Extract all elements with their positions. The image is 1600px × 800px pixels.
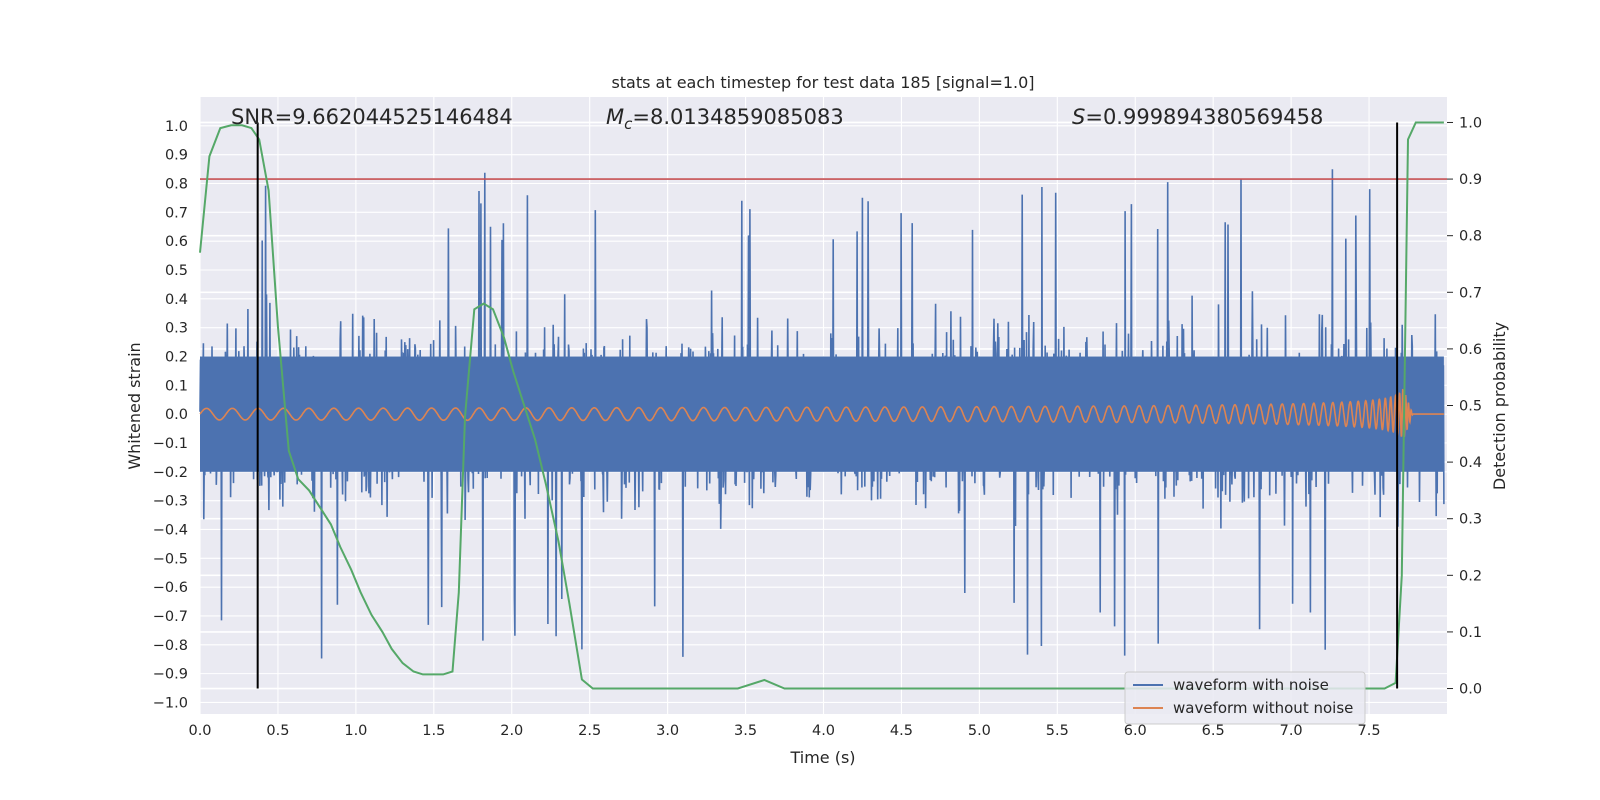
x-tick-label: 4.0 (812, 723, 835, 739)
x-tick-label: 4.5 (890, 723, 913, 739)
y2-tick-label: 0.1 (1459, 625, 1482, 641)
x-tick-label: 0.0 (188, 723, 211, 739)
y-tick-label: −1.0 (153, 695, 188, 711)
y2-tick-label: 0.6 (1459, 342, 1482, 358)
chart-title: stats at each timestep for test data 185… (611, 73, 1034, 92)
x-tick-label: 7.0 (1280, 723, 1303, 739)
snr-annotation: SNR=9.662044525146484 (231, 105, 513, 129)
y-tick-label: 0.0 (165, 407, 188, 423)
y-tick-label: 1.0 (165, 119, 188, 135)
x-tick-label: 7.5 (1358, 723, 1381, 739)
y-tick-label: −0.3 (153, 494, 188, 510)
y-tick-label: −0.2 (153, 465, 188, 481)
y-tick-label: 0.8 (165, 176, 188, 192)
chirp-mass-value: =8.0134859085083 (632, 105, 843, 129)
y-axis-label: Whitened strain (125, 342, 144, 469)
statistic-value: =0.999894380569458 (1085, 105, 1323, 129)
y-tick-label: −0.9 (153, 667, 188, 683)
legend: waveform with noise waveform without noi… (1124, 671, 1366, 725)
y-tick-label: 0.7 (165, 205, 188, 221)
y2-tick-label: 0.0 (1459, 682, 1482, 698)
y-tick-label: 0.4 (165, 292, 188, 308)
y2-tick-label: 0.5 (1459, 399, 1482, 415)
legend-label-noise: waveform with noise (1173, 676, 1329, 694)
x-tick-label: 5.0 (968, 723, 991, 739)
x-tick-label: 6.5 (1202, 723, 1225, 739)
y2-tick-label: 0.9 (1459, 172, 1482, 188)
x-tick-label: 0.5 (266, 723, 289, 739)
x-tick-label: 5.5 (1046, 723, 1069, 739)
y-tick-label: −0.8 (153, 638, 188, 654)
y2-tick-label: 0.3 (1459, 512, 1482, 528)
clean-waveform-line (199, 388, 1444, 438)
x-tick-label: 3.0 (656, 723, 679, 739)
x-tick-label: 1.5 (422, 723, 445, 739)
x-tick-label: 6.0 (1124, 723, 1147, 739)
legend-label-clean: waveform without noise (1173, 699, 1353, 717)
y2-tick-label: 0.2 (1459, 568, 1482, 584)
y-tick-label: −0.6 (153, 580, 188, 596)
markers (256, 122, 1399, 689)
x-tick-label: 2.5 (578, 723, 601, 739)
y-tick-label: 0.5 (165, 263, 188, 279)
detection-probability-line (199, 121, 1444, 690)
y-tick-label: −0.4 (153, 522, 188, 538)
y-tick-label: 0.2 (165, 349, 188, 365)
statistic-annotation: S=0.999894380569458 (1072, 105, 1323, 129)
y2-tick-label: 0.7 (1459, 285, 1482, 301)
chirp-mass-annotation: Mc=8.0134859085083 (606, 105, 844, 133)
y2-tick-label: 1.0 (1459, 115, 1482, 131)
y-tick-label: 0.3 (165, 321, 188, 337)
chirp-mass-subscript: c (624, 115, 633, 133)
y-tick-label: 0.6 (165, 234, 188, 250)
y-tick-label: 0.9 (165, 148, 188, 164)
y-tick-label: −0.1 (153, 436, 188, 452)
y-tick-label: −0.7 (153, 609, 188, 625)
legend-box (1124, 671, 1366, 725)
data-layer (199, 121, 1447, 690)
y-tick-label: 0.1 (165, 378, 188, 394)
tick-labels: 0.0 0.5 1.0 1.5 2.0 2.5 3.0 3.5 4.0 4.5 5.0 5.5 6.0 6… (153, 115, 1482, 739)
y-tick-label: −0.5 (153, 551, 188, 567)
x-tick-label: 3.5 (734, 723, 757, 739)
x-axis-label: Time (s) (789, 748, 855, 767)
statistic-symbol: S (1072, 105, 1085, 129)
x-tick-label: 1.0 (344, 723, 367, 739)
y2-tick-label: 0.4 (1459, 455, 1482, 471)
x-tick-label: 2.0 (500, 723, 523, 739)
y2-tick-label: 0.8 (1459, 229, 1482, 245)
y2-axis-label: Detection probability (1490, 322, 1509, 490)
chirp-mass-symbol: M (606, 105, 624, 129)
